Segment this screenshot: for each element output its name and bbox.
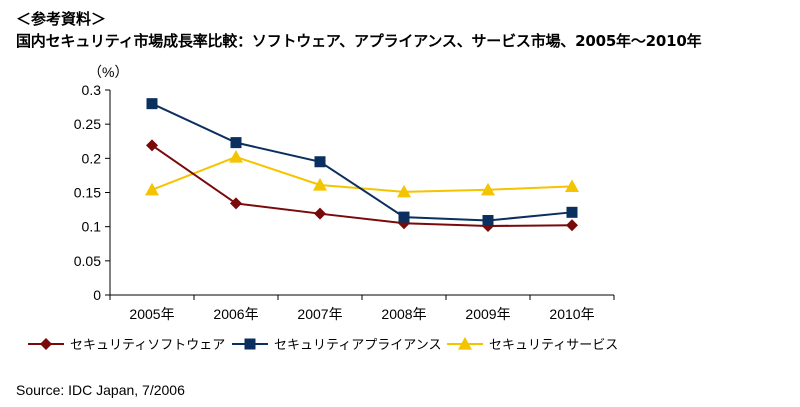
y-tick-label: 0.2 — [82, 150, 102, 166]
y-tick-label: 0.05 — [74, 253, 101, 269]
y-tick-label: 0 — [93, 287, 101, 303]
data-point — [145, 182, 159, 196]
data-point — [314, 207, 326, 220]
data-point — [566, 219, 578, 232]
legend-item: セキュリティサービス — [447, 337, 618, 353]
data-point — [146, 139, 158, 152]
legend-label: セキュリティソフトウェア — [70, 338, 225, 353]
data-point — [313, 177, 327, 191]
data-point — [314, 156, 326, 168]
y-tick-label: 0.1 — [82, 219, 102, 235]
x-tick-label: 2005年 — [129, 306, 174, 322]
data-point — [230, 137, 242, 149]
data-point — [230, 197, 242, 210]
legend-label: セキュリティアプライアンス — [274, 338, 441, 353]
series-line — [151, 155, 573, 193]
legend-marker — [40, 338, 52, 350]
legend-label: セキュリティサービス — [489, 338, 618, 353]
axes: 0 0.05 0.1 0.15 0.2 0.25 0.3 2005年 2006年 2007年 200… — [74, 82, 615, 322]
x-tick-label: 2009年 — [465, 306, 510, 322]
series-layer — [145, 98, 579, 232]
legend: セキュリティソフトウェア セキュリティアプライアンス セキュリティサービス — [28, 337, 618, 353]
data-point — [229, 149, 243, 163]
y-axis-unit-label: （%） — [88, 64, 128, 80]
legend-item: セキュリティソフトウェア — [28, 338, 225, 353]
y-tick-label: 0.3 — [82, 82, 102, 98]
source-note: Source: IDC Japan, 7/2006 — [16, 382, 185, 398]
heading: ＜参考資料＞ — [16, 10, 107, 28]
y-tick-label: 0.25 — [74, 116, 101, 132]
series-line — [151, 144, 573, 227]
series-square — [146, 98, 578, 227]
data-point — [566, 206, 578, 218]
data-point — [481, 182, 495, 196]
legend-marker — [244, 338, 256, 350]
x-tick-label: 2006年 — [213, 306, 258, 322]
x-tick-label: 2007年 — [297, 306, 342, 322]
x-tick-label: 2010年 — [549, 306, 594, 322]
data-point — [482, 215, 494, 227]
data-point — [397, 184, 411, 198]
series-line — [151, 102, 573, 222]
x-tick-label: 2008年 — [381, 306, 426, 322]
y-tick-label: 0.15 — [74, 185, 101, 201]
chart-title: 国内セキュリティ市場成長率比較：ソフトウェア、アプライアンス、サービス市場、20… — [16, 32, 702, 50]
data-point — [398, 211, 410, 223]
data-point — [146, 98, 158, 110]
legend-item: セキュリティアプライアンス — [232, 338, 441, 353]
legend-marker — [458, 337, 472, 350]
data-point — [565, 179, 579, 192]
series-diamond — [146, 139, 578, 232]
